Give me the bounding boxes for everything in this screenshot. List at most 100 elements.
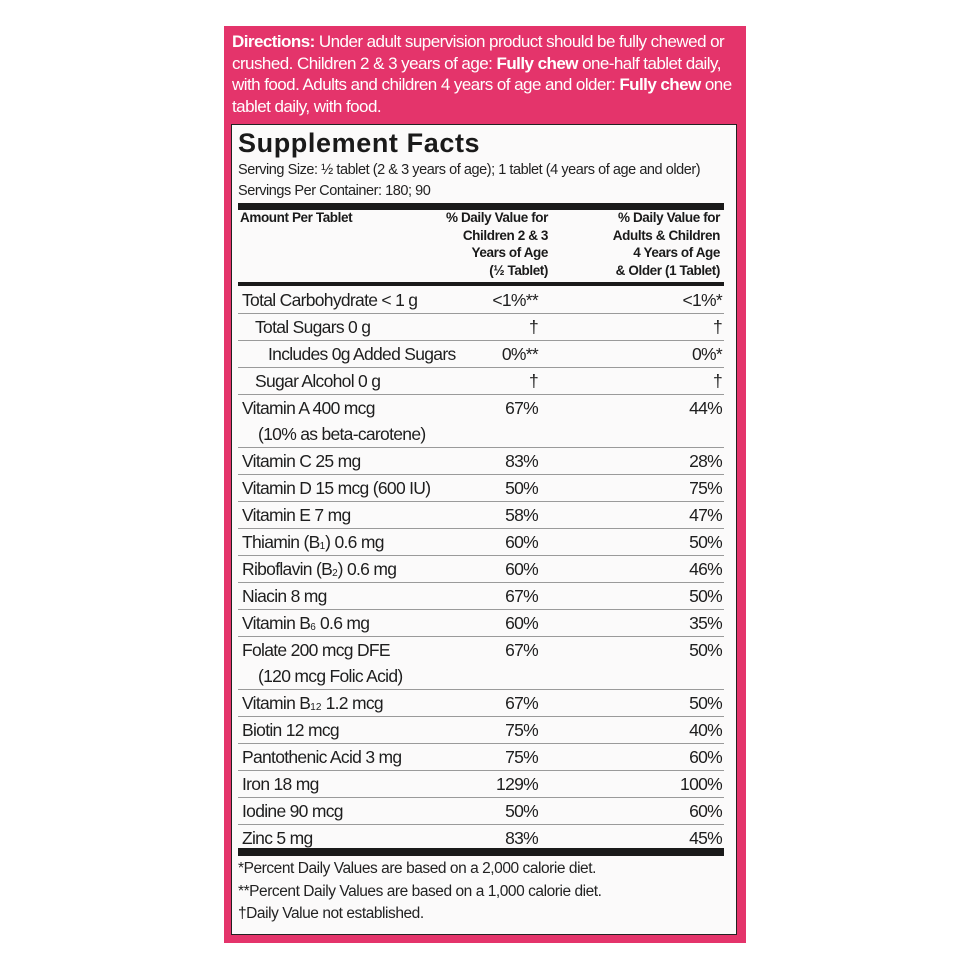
dv-children: 60% (505, 559, 539, 579)
header-line: 4 Years of Age (633, 245, 720, 260)
table-row: Thiamin (B1) 0.6 mg 60% 50% (238, 529, 724, 556)
nutrient-name: Vitamin D 15 mcg (600 IU) (242, 478, 431, 499)
nutrient-detail: (120 mcg Folic Acid) (258, 666, 403, 686)
footnote: †Daily Value not established. (238, 905, 424, 922)
dv-children: 67% (505, 693, 539, 713)
dv-children: 83% (505, 451, 539, 471)
dv-adults: 60% (689, 747, 723, 767)
directions-bold: Fully chew (619, 75, 701, 94)
header-line: Years of Age (471, 245, 549, 260)
table-row: Vitamin B6 0.6 mg 60% 35% (238, 610, 724, 637)
nutrient-name-rest: ) 0.6 mg (337, 559, 397, 579)
dv-children: 50% (505, 801, 539, 821)
table-row: Folate 200 mcg DFE (120 mcg Folic Acid) 67… (238, 637, 724, 690)
directions-label: Directions: (232, 32, 315, 51)
nutrient-name: Iron 18 mg (242, 774, 319, 795)
header-line: Children 2 & 3 (462, 227, 549, 243)
nutrient-name-text: Zinc 5 mg (242, 828, 313, 848)
dv-children: 60% (505, 613, 539, 633)
nutrient-name: Niacin 8 mg (242, 586, 327, 607)
nutrient-name-text: Thiamin (B (242, 532, 320, 552)
dv-adults: 50% (689, 640, 723, 660)
table-row: Total Carbohydrate < 1 g <1%** <1%* (238, 287, 724, 314)
dv-adults: 50% (689, 586, 723, 606)
nutrient-name: Total Sugars 0 g (255, 317, 371, 338)
table-row: Vitamin B12 1.2 mcg 67% 50% (238, 690, 724, 717)
nutrient-name: Vitamin C 25 mg (242, 451, 361, 472)
nutrient-name-text: Vitamin E 7 mg (242, 505, 351, 525)
header-amount: Amount Per Tablet (240, 210, 353, 225)
table-row: Iron 18 mg 129% 100% (238, 771, 724, 798)
table-row: Pantothenic Acid 3 mg 75% 60% (238, 744, 724, 771)
dv-adults: 44% (689, 398, 723, 418)
nutrient-name: Vitamin E 7 mg (242, 505, 351, 526)
serving-info: Serving Size: ½ tablet (2 & 3 years of a… (238, 160, 701, 202)
nutrient-name-text: Vitamin B (242, 613, 311, 633)
directions-part: one tablet daily, with food. (232, 75, 732, 116)
dv-children: 60% (505, 532, 539, 552)
nutrient-name-rest: ) 0.6 mg (325, 532, 384, 552)
nutrient-name-rest: 1.2 mcg (321, 693, 384, 713)
header-line: % Daily Value for (446, 210, 548, 225)
header-col2: % Daily Value for Adults & Children 4 Year… (612, 209, 721, 279)
dv-adults: 50% (689, 532, 723, 552)
table-row: Vitamin E 7 mg 58% 47% (238, 502, 724, 529)
dv-children: 67% (505, 586, 539, 606)
nutrient-name-text: Total Sugars 0 g (255, 317, 371, 337)
dv-children: 83% (505, 828, 539, 848)
nutrient-name-text: Folate 200 mcg DFE (242, 640, 391, 660)
nutrient-name: Thiamin (B1) 0.6 mg (242, 532, 384, 553)
dv-adults: <1%* (682, 290, 722, 310)
dv-children: 0%** (501, 344, 539, 364)
header-line: % Daily Value for (618, 210, 720, 225)
dv-adults: 40% (689, 720, 723, 740)
dv-adults: 47% (689, 505, 723, 525)
table-row: Vitamin D 15 mcg (600 IU) 50% 75% (238, 475, 724, 502)
nutrient-name-text: Vitamin C 25 mg (242, 451, 361, 471)
dv-children: 58% (505, 505, 539, 525)
table-row: Vitamin C 25 mg 83% 28% (238, 448, 724, 475)
subscript: 12 (310, 702, 322, 713)
dv-adults: 46% (689, 559, 723, 579)
nutrient-name: Biotin 12 mcg (242, 720, 340, 741)
nutrient-name-text: Riboflavin (B (242, 559, 333, 579)
footnote: *Percent Daily Values are based on a 2,0… (238, 860, 596, 877)
directions-part: Under adult supervision product should b… (232, 32, 725, 73)
nutrient-table: Total Carbohydrate < 1 g <1%** <1%* Total S… (238, 287, 724, 851)
nutrient-name: Sugar Alcohol 0 g (255, 371, 381, 392)
divider-medium (238, 282, 724, 286)
servings-per-container: Servings Per Container: 180; 90 (238, 183, 431, 199)
nutrient-name-text: Iodine 90 mcg (242, 801, 344, 821)
dv-adults: 50% (689, 693, 723, 713)
divider-thick (238, 203, 724, 210)
footnotes: *Percent Daily Values are based on a 2,0… (238, 858, 602, 926)
subscript: 6 (310, 622, 316, 633)
dv-adults: 0%* (691, 344, 723, 364)
nutrient-detail: (10% as beta-carotene) (258, 424, 426, 444)
header-line: Adults & Children (612, 227, 721, 243)
dv-children: 67% (505, 398, 539, 418)
nutrient-name: Folate 200 mcg DFE (242, 640, 391, 661)
nutrient-name: Vitamin A 400 mcg (242, 398, 375, 419)
table-row: Vitamin A 400 mcg (10% as beta-carotene) 6… (238, 395, 724, 448)
nutrient-name-text: Niacin 8 mg (242, 586, 327, 606)
nutrient-name-text: Biotin 12 mcg (242, 720, 340, 740)
nutrient-name-text: Vitamin B (242, 693, 311, 713)
directions-bold: Fully chew (496, 53, 578, 73)
header-line: & Older (1 Tablet) (615, 262, 721, 278)
dv-children: 129% (496, 774, 539, 794)
nutrient-name-text: Pantothenic Acid 3 mg (242, 747, 402, 767)
dv-adults: † (712, 371, 723, 391)
divider-thick-bottom (238, 848, 724, 856)
dv-children: 75% (505, 720, 539, 740)
nutrient-name-text: Vitamin A 400 mcg (242, 398, 375, 418)
dv-children: 75% (505, 747, 539, 767)
facts-title: Supplement Facts (238, 128, 481, 158)
dv-children: 50% (505, 478, 539, 498)
table-row: Biotin 12 mcg 75% 40% (238, 717, 724, 744)
dv-adults: 60% (689, 801, 723, 821)
dv-adults: 28% (689, 451, 723, 471)
footnote: **Percent Daily Values are based on a 1,… (238, 882, 602, 900)
directions-part: one-half tablet daily, with food. Adults… (232, 53, 721, 95)
nutrient-name-text: Sugar Alcohol 0 g (255, 371, 381, 391)
